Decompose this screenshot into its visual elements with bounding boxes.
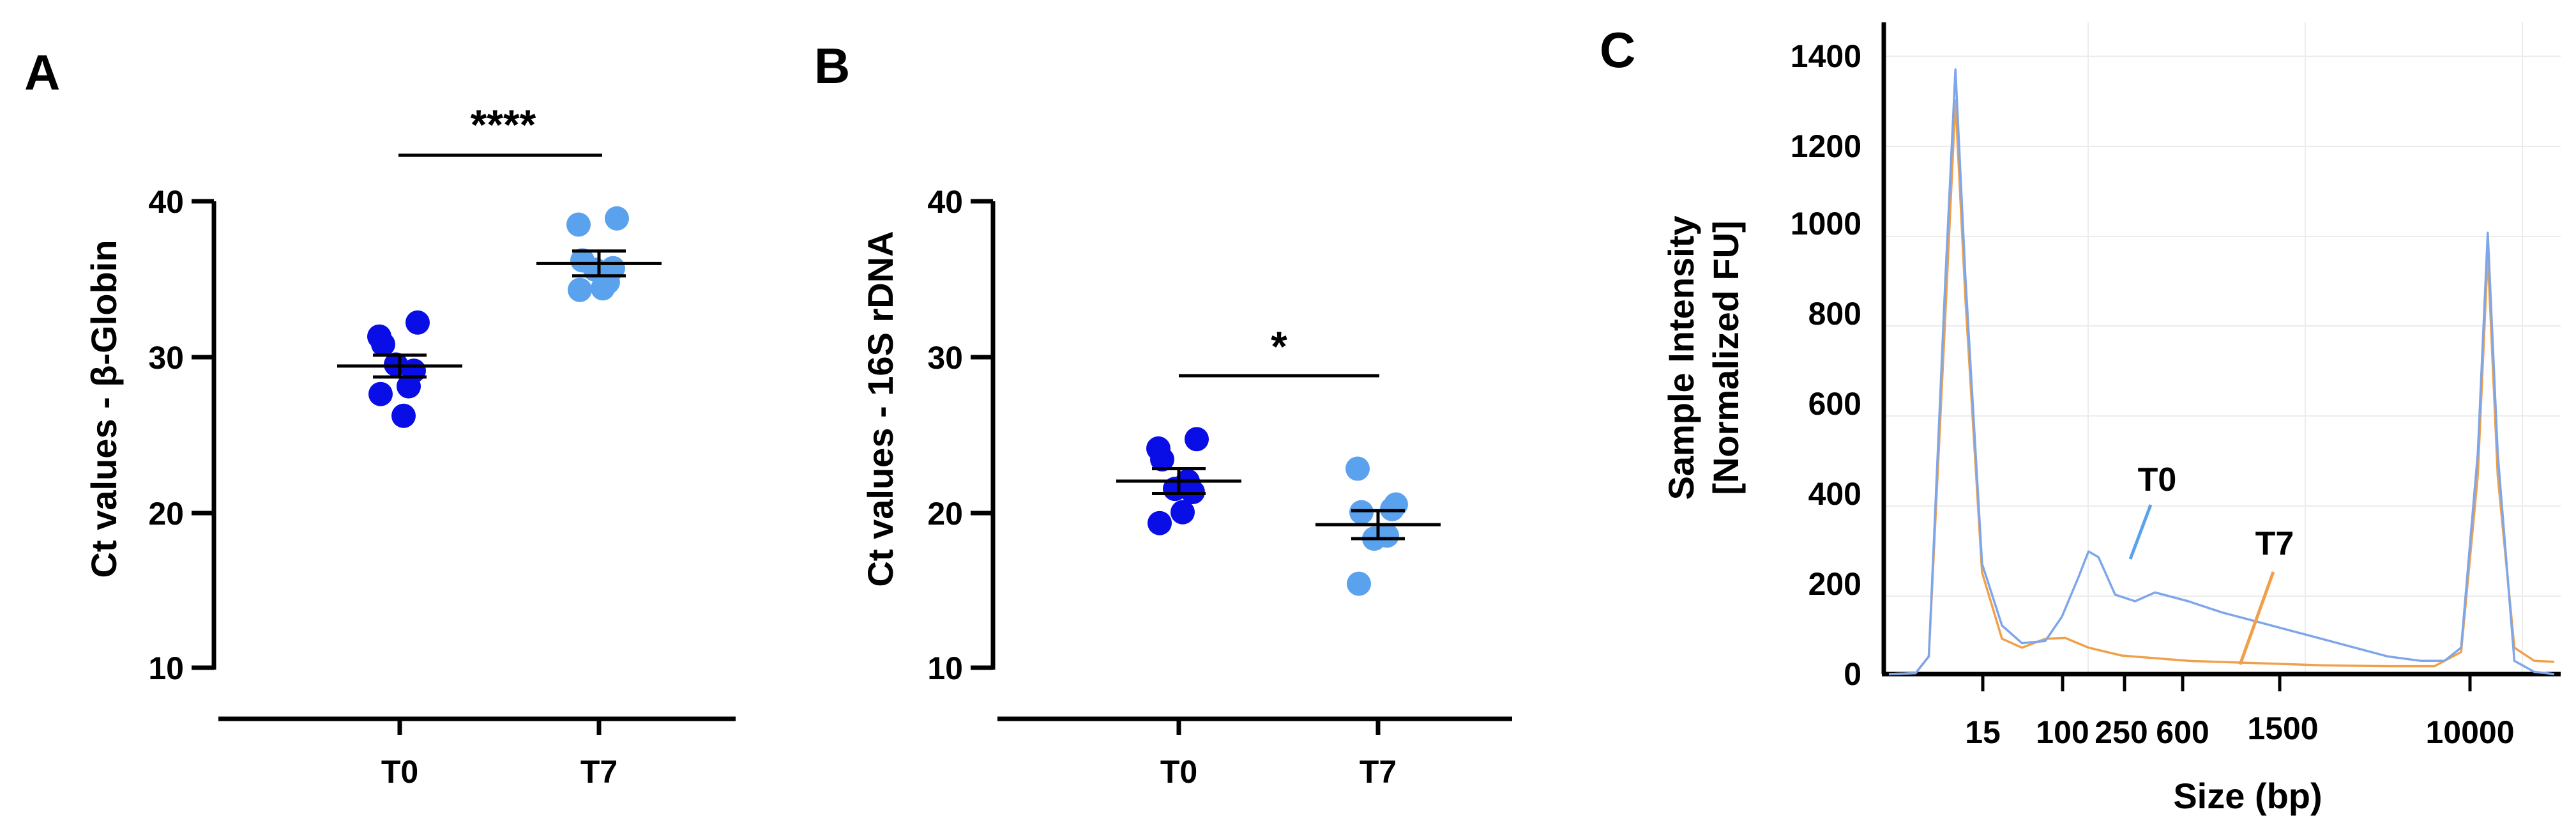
panel-b-ytick-label: 10 [927,650,963,686]
panel-c-xtick-label: 250 [2095,714,2148,750]
panel-a-point-t7 [591,276,615,301]
panel-b-xtick-label: T7 [1360,754,1397,790]
panel-b-point-t7 [1345,456,1370,481]
panel-a-point-t0 [368,381,393,406]
panel-a-point-t7 [605,206,629,231]
panel-c-letter: C [1600,22,1635,78]
panel-c-ytick-label: 200 [1808,566,1861,602]
panel-b-point-t0 [1150,447,1174,472]
panel-a-ytick-label: 40 [148,184,184,220]
panel-c-ytick-label: 400 [1808,476,1861,512]
panel-b-point-t0 [1185,427,1209,452]
panel-a-ytick-label: 10 [148,650,184,686]
panel-c-y-title-line1: Sample Intensity [1661,215,1701,500]
panel-c-t0-label: T0 [2138,461,2177,498]
panel-c-xtick-label: 1500 [2247,711,2318,746]
panel-c-xtick-label: 15 [1965,714,2001,750]
panel-c-ytick-label: 1200 [1791,128,1861,164]
panel-c-y-title-line2: [Normalized FU] [1706,220,1746,495]
panel-b-point-t0 [1171,500,1195,525]
panel-c-x-title: Size (bp) [2173,776,2322,816]
panel-c-xtick-label: 100 [2036,714,2089,750]
panel-c-t0-pointer [2128,504,2153,560]
panel-b-plot [1116,427,1441,596]
panel-b-letter: B [814,38,850,94]
panel-a-ytick-label: 30 [148,340,184,376]
panel-b-xtick-label: T0 [1160,754,1197,790]
panel-b-ytick-label: 40 [927,184,963,220]
panel-c-trace-t0 [1888,68,2555,675]
panel-a: A Ct values - β-Globin 40 30 20 10 T0 T7… [24,44,736,790]
panel-c-ytick-label: 1000 [1791,206,1861,242]
panel-a-point-t0 [397,374,421,399]
panel-b-y-title: Ct values - 16S rDNA [860,231,900,587]
panel-a-point-t7 [566,212,591,237]
panel-a-ytick-label: 20 [148,496,184,532]
panel-a-point-t0 [371,332,395,357]
panel-c-t7-pointer [2238,571,2275,665]
panel-a-letter: A [24,44,60,100]
panel-a-point-t0 [405,310,430,335]
panel-c-xtick-label: 10000 [2425,714,2514,750]
panel-a-point-t7 [568,277,592,302]
panel-b-point-t7 [1375,523,1399,548]
panel-b: B Ct values - 16S rDNA 40 30 20 10 T0 T7… [814,38,1512,790]
panel-c-ytick-label: 1400 [1791,38,1861,74]
panel-a-plot [337,206,662,428]
panel-c: C Sample Intensity [Normalized FU] 0 200… [1600,22,2561,816]
panel-c-t7-label: T7 [2255,525,2294,562]
panel-a-significance-label: **** [471,101,536,148]
panel-c-ytick-label: 0 [1844,656,1861,692]
panel-b-ytick-label: 30 [927,340,963,376]
panel-a-xtick-label: T7 [580,754,617,790]
panel-c-plot [1888,68,2555,675]
panel-b-point-t7 [1347,571,1371,596]
panel-a-y-title: Ct values - β-Globin [84,240,124,578]
panel-c-gridlines [1884,22,2561,674]
panel-b-ytick-label: 20 [927,496,963,532]
panel-c-xtick-label: 600 [2156,714,2209,750]
panel-c-ytick-label: 600 [1808,386,1861,422]
panel-a-point-t0 [391,403,416,428]
panel-b-significance-label: * [1271,323,1287,370]
panel-c-trace-t7 [1888,99,2555,675]
panel-b-point-t0 [1148,511,1172,535]
panel-c-ytick-label: 800 [1808,296,1861,332]
panel-a-xtick-label: T0 [381,754,418,790]
